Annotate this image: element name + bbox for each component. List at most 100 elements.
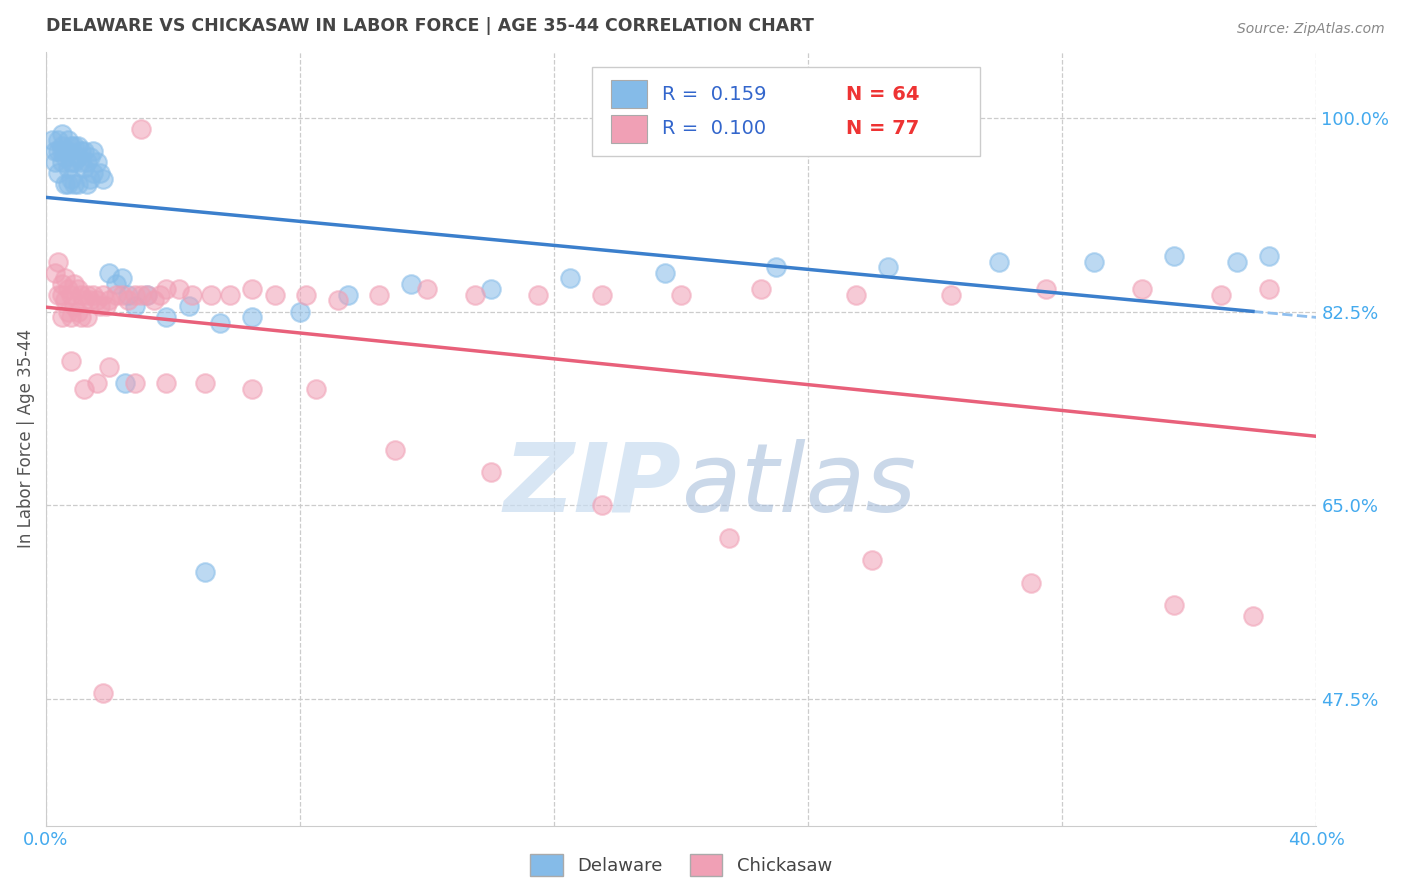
Point — [63, 178, 86, 192]
Point — [104, 288, 127, 302]
Point — [76, 288, 98, 302]
Point — [53, 144, 76, 158]
Point — [209, 316, 232, 330]
Point — [111, 271, 134, 285]
Point — [89, 299, 111, 313]
Point — [56, 144, 79, 158]
Point — [114, 376, 136, 391]
Point — [117, 288, 139, 302]
Point — [219, 288, 242, 302]
Point — [51, 288, 73, 302]
Point — [558, 271, 581, 285]
Y-axis label: In Labor Force | Age 35-44: In Labor Force | Age 35-44 — [17, 329, 35, 549]
Point — [987, 254, 1010, 268]
Point — [194, 565, 217, 579]
Point — [82, 288, 104, 302]
Point — [717, 531, 740, 545]
Point — [384, 442, 406, 457]
Text: N = 77: N = 77 — [846, 120, 920, 138]
Text: R =  0.159: R = 0.159 — [662, 85, 766, 103]
Point — [117, 293, 139, 308]
Point — [60, 155, 83, 169]
Point — [69, 144, 91, 158]
Point — [44, 144, 66, 158]
Point — [1035, 282, 1057, 296]
Point — [1241, 608, 1264, 623]
Point — [48, 166, 70, 180]
Point — [1226, 254, 1249, 268]
Point — [60, 288, 83, 302]
Point — [1019, 575, 1042, 590]
Point — [939, 288, 962, 302]
Point — [765, 260, 787, 275]
Point — [51, 277, 73, 291]
Point — [98, 359, 121, 374]
Point — [177, 299, 200, 313]
Point — [129, 288, 152, 302]
Point — [53, 271, 76, 285]
Point — [82, 144, 104, 158]
Point — [876, 260, 898, 275]
Point — [142, 293, 165, 308]
Bar — [612, 80, 647, 108]
Point — [194, 376, 217, 391]
Point — [60, 171, 83, 186]
Point — [416, 282, 439, 296]
Point — [79, 293, 101, 308]
Point — [51, 144, 73, 158]
Point — [104, 277, 127, 291]
Point — [288, 304, 311, 318]
Point — [66, 178, 89, 192]
Point — [66, 138, 89, 153]
Text: atlas: atlas — [681, 439, 917, 532]
Point — [167, 282, 190, 296]
Point — [60, 138, 83, 153]
Point — [56, 161, 79, 175]
Point — [527, 288, 550, 302]
Point — [1083, 254, 1105, 268]
Point — [155, 310, 177, 324]
Point — [91, 288, 114, 302]
Bar — [612, 115, 647, 143]
Point — [591, 498, 613, 512]
Point — [399, 277, 422, 291]
Point — [69, 310, 91, 324]
Point — [240, 310, 263, 324]
Point — [53, 150, 76, 164]
Point — [129, 122, 152, 136]
Point — [63, 277, 86, 291]
Point — [53, 293, 76, 308]
Point — [464, 288, 486, 302]
Point — [669, 288, 692, 302]
Point — [326, 293, 349, 308]
Point — [654, 266, 676, 280]
Point — [91, 171, 114, 186]
Point — [136, 288, 159, 302]
Point — [41, 133, 63, 147]
Point — [240, 382, 263, 396]
Point — [79, 150, 101, 164]
Point — [136, 288, 159, 302]
Point — [51, 128, 73, 142]
Text: DELAWARE VS CHICKASAW IN LABOR FORCE | AGE 35-44 CORRELATION CHART: DELAWARE VS CHICKASAW IN LABOR FORCE | A… — [46, 17, 814, 35]
Point — [76, 178, 98, 192]
Point — [368, 288, 391, 302]
Point — [48, 144, 70, 158]
Point — [89, 166, 111, 180]
Point — [82, 166, 104, 180]
Point — [1257, 249, 1279, 263]
Text: N = 64: N = 64 — [846, 85, 920, 103]
Point — [591, 288, 613, 302]
Point — [44, 155, 66, 169]
Point — [149, 288, 172, 302]
Point — [860, 553, 883, 567]
Point — [295, 288, 318, 302]
Point — [51, 138, 73, 153]
Text: ZIP: ZIP — [503, 439, 681, 532]
Point — [63, 299, 86, 313]
Point — [51, 310, 73, 324]
Point — [1130, 282, 1153, 296]
Point — [1257, 282, 1279, 296]
Point — [1163, 598, 1185, 612]
Point — [73, 161, 96, 175]
